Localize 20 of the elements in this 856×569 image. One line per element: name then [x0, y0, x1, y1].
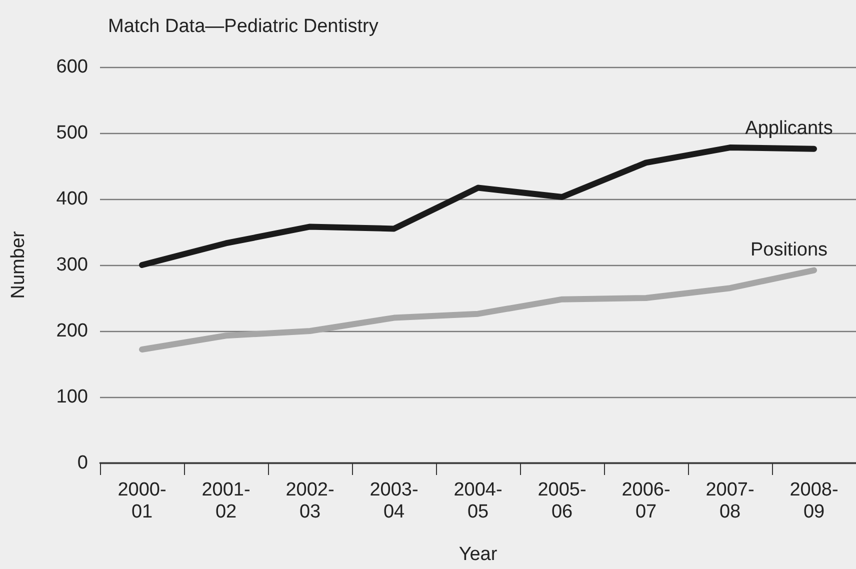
x-axis-title: Year	[458, 544, 498, 565]
y-axis-title: Number	[8, 230, 29, 299]
x-tick-label: 2000- 01	[118, 480, 166, 522]
y-tick-label: 200	[56, 320, 88, 342]
chart-title: Match Data—Pediatric Dentistry	[108, 16, 379, 37]
x-tick-label: 2002- 03	[286, 480, 334, 522]
x-tick-label: 2004- 05	[454, 480, 502, 522]
x-tick-label: 2007- 08	[706, 480, 754, 522]
y-tick-label: 0	[77, 452, 88, 474]
y-tick-label: 600	[56, 56, 88, 78]
series-label: Positions	[750, 239, 828, 260]
x-tick-label: 2008- 09	[790, 480, 838, 522]
y-tick-label: 100	[56, 386, 88, 408]
x-tick-label: 2005- 06	[538, 480, 586, 522]
x-tick-label: 2006- 07	[622, 480, 670, 522]
y-tick-label: 300	[56, 254, 88, 276]
x-tick-label: 2003- 04	[370, 480, 418, 522]
y-tick-label: 400	[56, 188, 88, 210]
x-tick-label: 2001- 02	[202, 480, 250, 522]
y-tick-label: 500	[56, 122, 88, 144]
